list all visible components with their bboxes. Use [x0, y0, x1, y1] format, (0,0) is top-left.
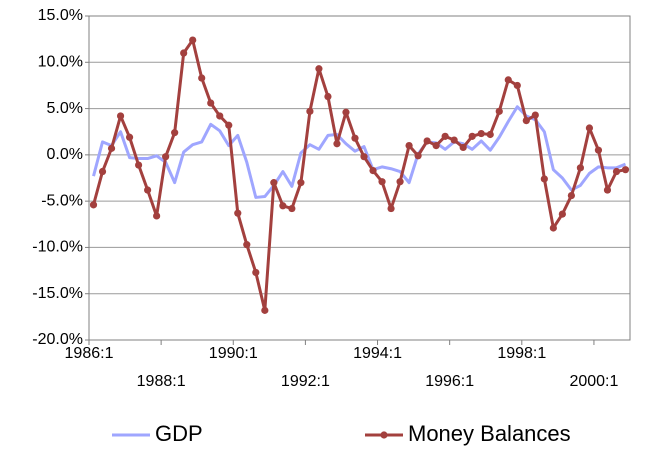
data-point — [396, 178, 404, 186]
x-tick-label: 1996:1 — [425, 373, 474, 390]
x-tick-label: 1994:1 — [353, 345, 402, 362]
data-point — [189, 36, 197, 44]
data-point — [558, 210, 566, 218]
legend-label: Money Balances — [408, 421, 571, 446]
data-point — [414, 152, 422, 160]
data-point — [513, 81, 521, 90]
data-point — [207, 99, 215, 107]
data-point — [468, 132, 476, 140]
data-point — [540, 175, 548, 183]
data-point — [252, 268, 260, 277]
data-point — [270, 179, 278, 187]
data-point — [459, 143, 467, 152]
data-point — [125, 133, 134, 141]
data-point — [621, 166, 630, 174]
y-tick-label: -15.0% — [32, 285, 83, 302]
y-tick-label: -5.0% — [41, 192, 83, 209]
data-point — [198, 74, 206, 82]
data-point — [171, 129, 179, 137]
data-point — [477, 129, 485, 138]
data-point — [378, 178, 386, 186]
data-point — [369, 166, 377, 175]
x-tick-label: 2000:1 — [569, 373, 618, 390]
x-tick-label: 1998:1 — [497, 345, 546, 362]
data-point — [279, 202, 287, 210]
data-point — [324, 92, 332, 101]
series-line — [92, 38, 626, 312]
data-point — [225, 121, 233, 129]
data-point — [387, 204, 395, 213]
data-point — [144, 186, 152, 194]
y-tick-label: 10.0% — [38, 54, 83, 71]
data-point — [315, 65, 323, 73]
data-point — [162, 153, 170, 161]
data-point — [342, 108, 350, 116]
data-point — [153, 212, 161, 220]
data-point — [495, 107, 503, 115]
data-point — [603, 186, 612, 194]
data-point — [333, 140, 341, 148]
data-point — [243, 241, 251, 249]
data-point — [423, 137, 431, 145]
data-point — [405, 142, 413, 150]
data-point — [261, 306, 269, 314]
data-point — [360, 153, 368, 161]
x-tick-label: 1992:1 — [281, 373, 330, 390]
data-point — [585, 124, 594, 132]
y-tick-label: -20.0% — [32, 331, 83, 348]
data-point — [576, 164, 585, 172]
data-point — [441, 132, 449, 140]
data-point — [98, 167, 107, 176]
legend-marker — [380, 431, 388, 439]
data-point — [234, 209, 242, 217]
data-point — [504, 76, 512, 84]
data-point — [612, 167, 621, 176]
x-tick-label: 1990:1 — [209, 345, 258, 362]
data-point — [116, 112, 125, 120]
y-tick-label: 15.0% — [38, 7, 83, 24]
data-point — [288, 204, 296, 213]
data-point — [486, 130, 494, 139]
data-point — [134, 161, 143, 169]
data-point — [531, 111, 539, 119]
y-tick-label: 0.0% — [47, 146, 83, 163]
data-point — [522, 117, 530, 125]
data-point — [306, 107, 314, 115]
data-point — [180, 49, 188, 57]
data-point — [297, 179, 305, 187]
data-point — [450, 136, 458, 144]
y-tick-label: -10.0% — [32, 239, 83, 256]
x-tick-label: 1986:1 — [65, 345, 114, 362]
data-point — [107, 144, 116, 152]
y-tick-label: 5.0% — [47, 100, 83, 117]
data-point — [567, 191, 575, 200]
data-point — [351, 134, 359, 142]
data-point — [216, 112, 224, 120]
x-tick-label: 1988:1 — [137, 373, 186, 390]
data-point — [432, 142, 440, 150]
legend-label: GDP — [155, 421, 203, 446]
data-point — [549, 224, 557, 232]
plot-frame — [88, 15, 631, 341]
data-point — [594, 146, 603, 154]
data-point — [89, 201, 98, 209]
